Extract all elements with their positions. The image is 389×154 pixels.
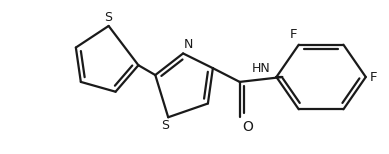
Text: O: O — [243, 120, 254, 134]
Text: F: F — [289, 28, 297, 41]
Text: HN: HN — [252, 62, 270, 75]
Text: S: S — [105, 11, 113, 24]
Text: F: F — [370, 71, 377, 83]
Text: N: N — [184, 38, 193, 51]
Text: S: S — [161, 119, 169, 132]
